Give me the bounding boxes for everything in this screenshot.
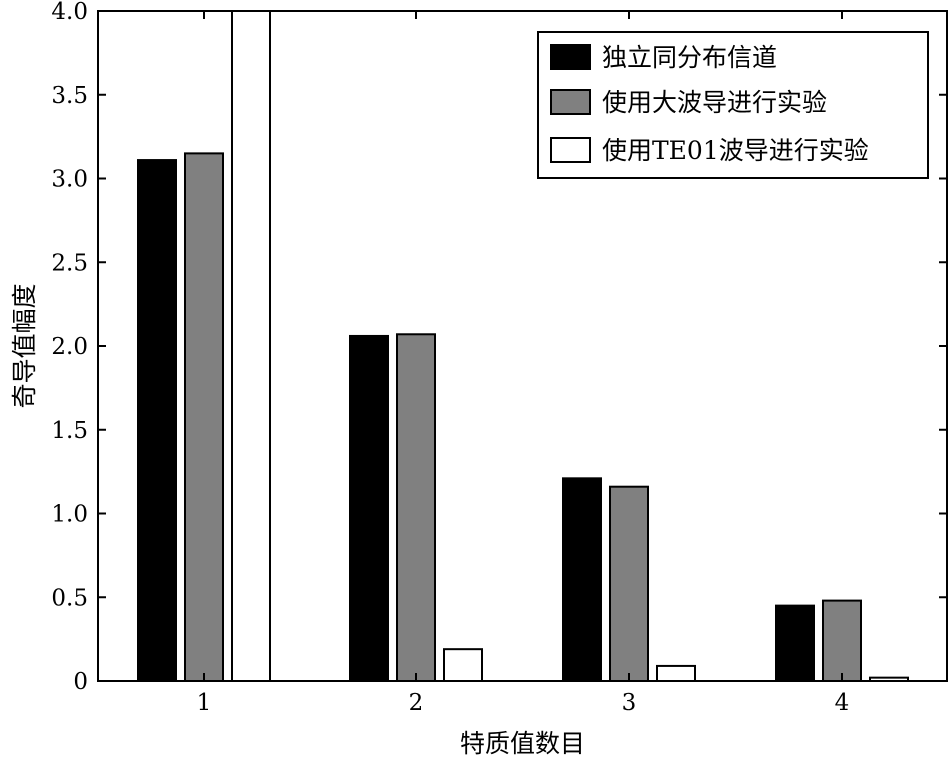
legend-box [537, 31, 929, 179]
bar-3-3 [656, 664, 696, 682]
x-tick-label: 1 [197, 690, 212, 716]
y-tick-label: 3.0 [51, 167, 88, 193]
bar-1-4 [775, 604, 815, 682]
x-tick-label: 4 [835, 690, 850, 716]
x-tick-label: 3 [622, 690, 637, 716]
legend-label-3: 使用TE01波导进行实验 [602, 136, 869, 165]
x-tick-label: 2 [409, 690, 424, 716]
bar-3-2 [443, 648, 483, 682]
y-tick-label: 2.5 [51, 250, 88, 276]
legend-label-1: 独立同分布信道 [602, 43, 777, 72]
y-tick-label: 2.0 [51, 334, 88, 360]
y-tick-label: 0 [73, 669, 88, 695]
legend-swatch-1 [550, 44, 591, 70]
bar-2-2 [396, 333, 436, 682]
y-tick-label: 1.0 [51, 502, 88, 528]
y-axis-title: 奇导值幅度 [10, 283, 39, 408]
legend-swatch-2 [550, 89, 591, 115]
bar-2-1 [184, 152, 224, 682]
y-tick-label: 1.5 [51, 418, 88, 444]
bar-2-3 [609, 485, 649, 683]
bar-1-3 [562, 477, 602, 683]
x-axis-title: 特质值数目 [460, 729, 585, 758]
y-tick-label: 0.5 [51, 585, 88, 611]
bar-2-4 [822, 599, 862, 682]
legend-label-2: 使用大波导进行实验 [602, 88, 827, 117]
bar-1-1 [137, 159, 177, 682]
axes: 0 0.5 1.0 1.5 2.0 2.5 3.0 3.5 4.0 1 2 3 4 [51, 0, 948, 716]
y-tick-label: 3.5 [51, 83, 88, 109]
bar-3-1 [231, 10, 271, 682]
legend-swatch-3 [550, 137, 591, 163]
bar-1-2 [349, 334, 389, 682]
y-tick-label: 4.0 [51, 0, 88, 25]
